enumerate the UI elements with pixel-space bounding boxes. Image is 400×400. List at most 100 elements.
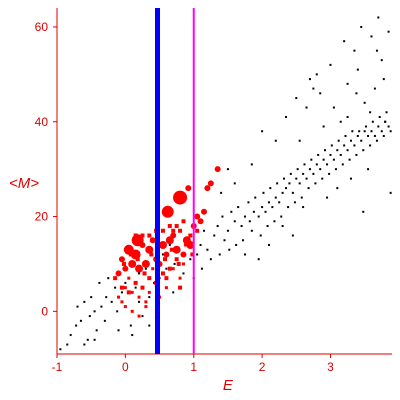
black-data-point [330,144,333,147]
black-data-point [124,281,127,284]
black-data-point [344,134,347,137]
black-data-point [291,191,294,194]
black-data-point [141,315,144,318]
black-data-point [298,182,301,185]
black-data-point [261,130,264,133]
black-data-point [172,291,175,294]
black-data-point [334,168,337,171]
black-data-point [295,97,298,100]
black-data-point [363,101,366,104]
black-data-point [319,92,322,95]
black-data-point [247,201,250,204]
black-data-point [259,234,262,237]
black-data-point [213,234,216,237]
black-data-point [168,243,171,246]
black-data-point [384,120,387,123]
black-data-point [343,40,346,43]
black-data-point [329,153,332,156]
black-data-point [114,286,117,289]
red-data-point [165,236,174,245]
red-data-point [197,218,204,225]
red-data-point [160,228,165,233]
red-data-point [170,232,177,239]
black-data-point [116,310,119,313]
axes [56,8,392,355]
black-data-point [351,130,354,133]
black-data-point [303,163,306,166]
black-data-point [300,196,303,199]
red-data-point [180,251,187,258]
red-data-point [135,257,140,262]
black-data-point [375,49,378,52]
red-data-point [113,276,118,281]
black-data-point [76,305,79,308]
black-data-point [117,329,120,332]
black-data-point [378,116,381,119]
red-data-point [142,271,147,276]
black-data-point [138,300,141,303]
red-data-point [120,300,124,304]
red-data-point [130,309,134,313]
black-data-point [339,120,342,123]
black-data-point [287,206,290,209]
black-data-point [254,196,257,199]
black-data-point [348,158,351,161]
red-data-point [169,247,174,252]
black-data-point [349,139,352,142]
black-data-point [305,106,308,109]
black-data-point [267,243,270,246]
red-data-point [171,267,175,271]
black-data-point [377,16,380,19]
black-data-point [280,215,283,218]
red-data-point [163,251,170,258]
red-data-point [122,261,126,266]
black-data-point [371,120,374,123]
black-data-point [134,286,137,289]
black-data-point [83,343,86,346]
red-data-point [123,305,127,309]
black-data-point [285,116,288,119]
red-data-point [172,245,181,254]
black-data-point [358,130,361,133]
black-data-point [98,281,101,284]
black-data-point [95,329,98,332]
red-data-point [135,264,144,273]
black-data-point [209,258,212,261]
red-data-point [137,314,141,318]
black-data-point [262,191,265,194]
red-data-point [149,252,154,257]
black-data-point [322,158,325,161]
black-data-point [100,305,103,308]
black-data-point [233,220,236,223]
black-data-point [107,277,110,280]
red-data-point [181,219,186,224]
black-data-point [200,267,203,270]
red-data-point [140,233,145,238]
red-data-point [167,266,172,271]
black-data-point [196,253,199,256]
black-data-point [365,125,368,128]
black-data-point [226,168,229,171]
black-data-point [310,158,313,161]
y-axis-label: <M> [9,175,39,192]
red-point-series [113,166,221,318]
black-data-point [370,130,373,133]
red-data-point [161,205,174,218]
red-data-point [178,276,182,280]
black-data-point [291,234,294,237]
tick-labels: -1 0 1 2 3 0 20 40 60 [35,20,334,374]
black-data-point [315,73,318,76]
black-point-series [59,16,392,351]
black-data-point [332,158,335,161]
red-data-point [123,286,127,290]
black-data-point [257,215,260,218]
black-data-point [369,144,372,147]
red-data-point [176,261,181,266]
black-data-point [220,191,223,194]
black-data-point [86,338,89,341]
red-data-point [147,233,152,238]
black-data-point [129,324,132,327]
red-data-point [174,257,179,262]
black-data-point [274,196,277,199]
